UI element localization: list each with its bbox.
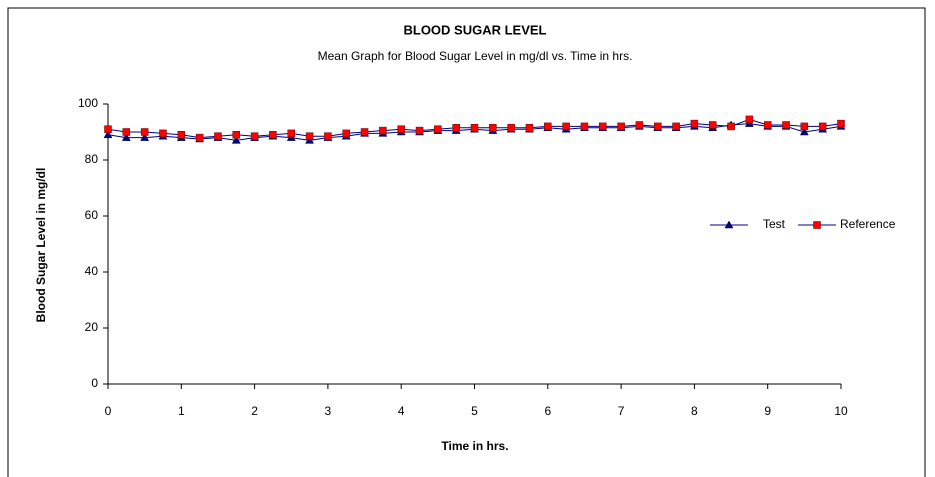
legend-marker (813, 221, 821, 229)
x-tick-label: 7 (618, 404, 625, 418)
data-point (544, 122, 552, 131)
data-point (507, 124, 515, 132)
data-point (763, 121, 772, 129)
legend-marker (724, 220, 734, 229)
y-axis-label: Blood Sugar Level in mg/dl (34, 168, 48, 323)
data-point (360, 128, 369, 136)
chart-subtitle: Mean Graph for Blood Sugar Level in mg/d… (318, 49, 633, 63)
data-point (672, 122, 680, 131)
data-point (159, 129, 167, 138)
x-tick-label: 10 (834, 404, 848, 418)
data-point (324, 132, 332, 140)
data-point (195, 133, 204, 142)
data-point (654, 122, 662, 131)
data-point (103, 130, 113, 139)
x-tick-label: 2 (251, 404, 258, 418)
data-point (104, 125, 112, 133)
data-point (177, 131, 186, 139)
data-point (800, 122, 809, 131)
data-point (708, 121, 717, 129)
data-point (599, 122, 607, 131)
data-point (799, 127, 809, 136)
data-point (250, 132, 259, 140)
data-point (562, 122, 570, 131)
x-tick-label: 1 (178, 404, 185, 418)
data-point (525, 124, 534, 132)
x-tick-label: 3 (325, 404, 332, 418)
data-point (342, 129, 350, 138)
data-point (287, 129, 295, 138)
data-point (617, 122, 625, 131)
data-point (122, 128, 131, 136)
x-axis-label: Time in hrs. (441, 439, 508, 453)
legend-label: Reference (840, 217, 896, 231)
data-point (397, 125, 405, 133)
data-point (269, 131, 277, 139)
y-tick-label: 80 (85, 152, 99, 166)
data-point (232, 131, 241, 139)
data-point (379, 126, 387, 135)
y-tick-label: 0 (91, 376, 98, 390)
legend-label: Test (763, 217, 786, 231)
data-point (470, 124, 479, 132)
data-point (745, 115, 754, 124)
y-tick-label: 40 (85, 264, 99, 278)
y-tick-label: 100 (78, 96, 98, 110)
data-point (452, 124, 460, 132)
data-point (690, 119, 699, 128)
data-point (121, 133, 131, 141)
data-point (635, 121, 644, 129)
x-tick-label: 4 (398, 404, 405, 418)
data-point (837, 119, 845, 128)
data-point (489, 124, 497, 132)
x-tick-label: 8 (691, 404, 698, 418)
data-point (214, 132, 222, 140)
x-tick-label: 9 (764, 404, 771, 418)
x-tick-label: 5 (471, 404, 478, 418)
data-point (434, 125, 442, 133)
data-point (140, 128, 149, 136)
x-tick-label: 0 (105, 404, 112, 418)
y-tick-label: 20 (85, 320, 99, 334)
data-point (231, 135, 241, 144)
x-tick-label: 6 (544, 404, 551, 418)
chart-frame (7, 7, 926, 477)
y-tick-label: 60 (85, 208, 99, 222)
data-point (580, 122, 589, 131)
data-point (818, 122, 827, 131)
data-point (782, 121, 790, 129)
chart-title: BLOOD SUGAR LEVEL (403, 22, 546, 37)
data-point (415, 126, 424, 135)
data-point (727, 122, 735, 131)
data-point (140, 133, 150, 141)
data-point (305, 132, 314, 140)
